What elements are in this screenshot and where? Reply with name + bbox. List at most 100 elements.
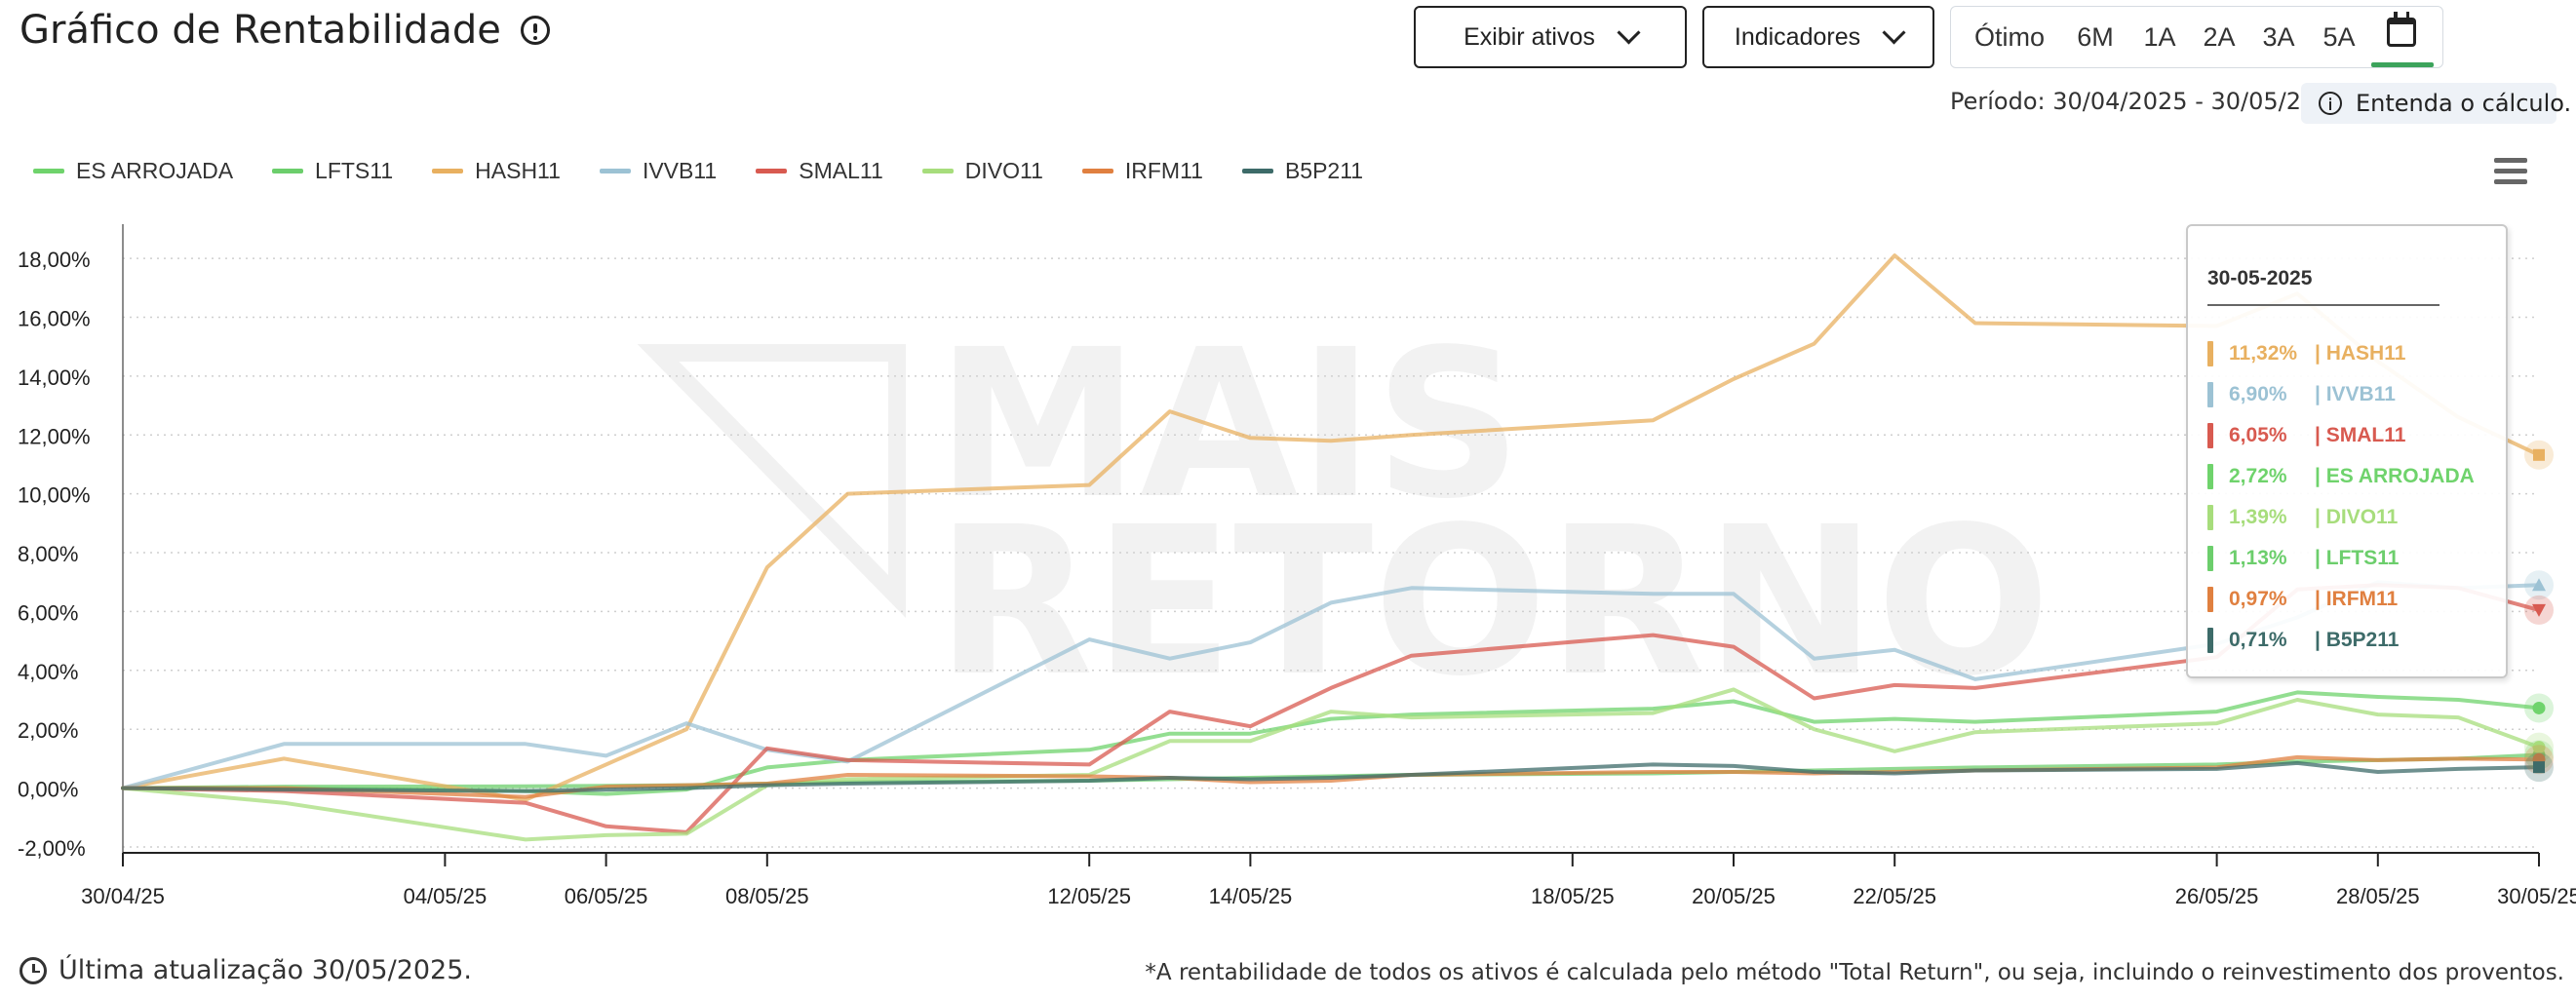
legend-label: B5P211 — [1284, 158, 1364, 183]
series-line-es-arrojada — [121, 690, 2541, 796]
period-button-2a[interactable]: 2A — [2203, 22, 2236, 52]
chart-legend: ES ARROJADA LFTS11 HASH11 IVVB11 SMAL11 DIVO1… — [33, 158, 1363, 184]
legend-item-es-arrojada[interactable]: ES ARROJADA — [33, 158, 233, 184]
y-tick-label: 16,00% — [18, 306, 91, 330]
period-selector — [1950, 6, 2443, 68]
legend-item-divo11[interactable]: DIVO11 — [921, 158, 1043, 184]
x-tick-label: 06/05/25 — [565, 884, 648, 908]
active-period-indicator — [2371, 62, 2434, 67]
tooltip-row: 6,05% | SMAL11 — [2207, 423, 2405, 448]
x-tick-label: 20/05/25 — [1692, 884, 1776, 908]
legend-swatch — [33, 169, 64, 173]
show-assets-label: Exibir ativos — [1464, 22, 1595, 51]
tooltip-color-bar — [2207, 464, 2213, 489]
x-tick-label: 28/05/25 — [2336, 884, 2420, 908]
tooltip-series-name: | ES ARROJADA — [2315, 465, 2475, 487]
alert-info-icon[interactable] — [520, 16, 550, 45]
period-button-6m[interactable]: 6M — [2077, 22, 2114, 52]
chart-menu-icon[interactable] — [2494, 158, 2527, 185]
calendar-icon[interactable] — [2387, 12, 2416, 47]
tooltip-color-bar — [2207, 423, 2213, 448]
explain-calculation-label: Entenda o cálculo. — [2356, 90, 2572, 117]
page-title: Gráfico de Rentabilidade — [20, 8, 550, 53]
legend-swatch — [1081, 169, 1113, 173]
period-button-1a[interactable]: 1A — [2143, 22, 2176, 52]
end-marker-smal11 — [2532, 603, 2546, 617]
tooltip-series-name: | B5P211 — [2315, 629, 2400, 651]
x-tick-label: 08/05/25 — [725, 884, 809, 908]
y-tick-label: -2,00% — [18, 836, 86, 861]
tooltip-divider — [2207, 304, 2439, 306]
watermark-logo-icon — [637, 344, 906, 619]
legend-swatch — [921, 169, 954, 173]
watermark-text: MAIS — [936, 305, 1522, 544]
explain-calculation-button[interactable]: Entenda o cálculo. — [2301, 83, 2571, 124]
tooltip-color-bar — [2207, 546, 2213, 571]
tooltip-series-name: | IRFM11 — [2315, 588, 2399, 610]
legend-swatch — [599, 169, 631, 173]
tooltip-color-bar — [2207, 505, 2213, 530]
legend-label: LFTS11 — [315, 158, 394, 183]
series-line-lfts11 — [121, 752, 2541, 790]
tooltip-row: 11,32% | HASH11 — [2207, 341, 2405, 366]
end-marker-b5p211 — [2533, 761, 2545, 774]
period-button-otimo[interactable]: Ótimo — [1973, 22, 2045, 52]
period-range-text: Período: 30/04/2025 - 30/05/2025 — [1950, 88, 2346, 115]
legend-item-ivvb11[interactable]: IVVB11 — [599, 158, 718, 184]
tooltip-row: 0,71% | B5P211 — [2207, 628, 2399, 653]
legend-item-b5p211[interactable]: B5P211 — [1241, 158, 1364, 184]
legend-label: SMAL11 — [799, 158, 883, 183]
show-assets-dropdown[interactable]: Exibir ativos — [1414, 6, 1687, 68]
tooltip-color-bar — [2207, 382, 2213, 407]
x-tick-label: 26/05/25 — [2175, 884, 2259, 908]
legend-swatch — [1241, 169, 1273, 173]
end-marker-hash11 — [2533, 448, 2545, 461]
legend-label: IRFM11 — [1124, 158, 1203, 183]
tooltip-color-bar — [2207, 587, 2213, 612]
legend-item-lfts11[interactable]: LFTS11 — [272, 158, 393, 184]
tooltip-value: 6,90% — [2229, 383, 2287, 405]
end-marker-divo11 — [2532, 741, 2546, 754]
tooltip-color-bar — [2207, 628, 2213, 653]
legend-item-irfm11[interactable]: IRFM11 — [1081, 158, 1203, 184]
y-tick-label: 12,00% — [18, 424, 91, 448]
x-tick-label: 12/05/25 — [1047, 884, 1131, 908]
y-tick-label: 18,00% — [18, 248, 91, 272]
watermark-text: RETORNO — [936, 482, 2050, 721]
tooltip-row: 1,39% | DIVO11 — [2207, 505, 2398, 530]
tooltip-value: 1,39% — [2229, 506, 2287, 528]
legend-item-smal11[interactable]: SMAL11 — [756, 158, 883, 184]
tooltip-date: 30-05-2025 — [2207, 267, 2313, 289]
x-tick-label: 30/04/25 — [81, 884, 165, 908]
legend-swatch — [756, 169, 788, 173]
last-update: Última atualização 30/05/2025. — [20, 955, 472, 985]
tooltip-value: 0,97% — [2229, 588, 2287, 610]
tooltip-value: 0,71% — [2229, 629, 2287, 651]
period-button-3a[interactable]: 3A — [2262, 22, 2295, 52]
legend-item-hash11[interactable]: HASH11 — [432, 158, 561, 184]
last-update-text: Última atualização 30/05/2025. — [59, 955, 472, 985]
y-tick-label: 0,00% — [18, 778, 78, 802]
tooltip-series-name: | SMAL11 — [2315, 424, 2406, 446]
tooltip-row: 6,90% | IVVB11 — [2207, 382, 2396, 407]
footer-note: *A rentabilidade de todos os ativos é ca… — [1145, 960, 2564, 985]
tooltip-value: 2,72% — [2229, 465, 2287, 487]
indicators-dropdown[interactable]: Indicadores — [1702, 6, 1934, 68]
x-tick-label: 30/05/25 — [2497, 884, 2576, 908]
info-icon — [2319, 92, 2342, 115]
tooltip-value: 1,13% — [2229, 547, 2287, 569]
tooltip-series-name: | HASH11 — [2315, 342, 2406, 365]
x-tick-label: 04/05/25 — [404, 884, 488, 908]
tooltip-series-name: | DIVO11 — [2315, 506, 2399, 528]
tooltip-row: 1,13% | LFTS11 — [2207, 546, 2399, 571]
end-marker-es-arrojada — [2532, 701, 2546, 714]
legend-label: IVVB11 — [642, 158, 718, 183]
y-tick-label: 4,00% — [18, 660, 78, 684]
legend-label: HASH11 — [475, 158, 561, 183]
y-tick-label: 14,00% — [18, 365, 91, 390]
legend-swatch — [272, 169, 304, 173]
legend-label: DIVO11 — [964, 158, 1043, 183]
page-title-text: Gráfico de Rentabilidade — [20, 8, 501, 53]
period-button-5a[interactable]: 5A — [2322, 22, 2356, 52]
tooltip-color-bar — [2207, 341, 2213, 366]
